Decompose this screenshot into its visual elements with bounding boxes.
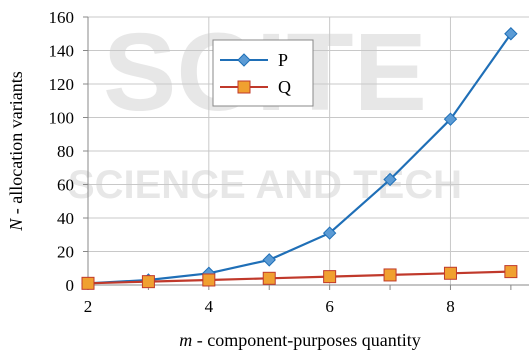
- data-point-p: [322, 226, 337, 240]
- legend: P Q: [212, 39, 314, 107]
- data-point-q: [141, 275, 155, 289]
- data-point-q: [443, 266, 457, 280]
- y-tick-label: 60: [57, 176, 74, 195]
- legend-marker-p: [237, 53, 251, 67]
- data-point-q: [202, 273, 216, 287]
- y-axis-variable: N: [6, 218, 26, 232]
- tick-labels: 0 20 40 60 80 100 120 140 160 2 4 6 8: [49, 8, 455, 316]
- data-point-p: [383, 172, 397, 187]
- series-line-p: [87, 33, 512, 285]
- legend-box: [212, 39, 314, 107]
- y-tick-label: 100: [49, 109, 75, 128]
- x-tick-label: 4: [205, 297, 214, 316]
- y-tick-label: 140: [49, 42, 75, 61]
- y-tick-label: 80: [57, 142, 74, 161]
- y-tick-label: 160: [49, 8, 75, 27]
- data-point-q: [81, 276, 95, 290]
- data-point-q: [504, 265, 518, 279]
- x-axis-label: m - component-purposes quantity: [179, 330, 420, 350]
- x-tick-label: 2: [84, 297, 93, 316]
- legend-marker-q: [237, 80, 251, 94]
- data-point-q: [383, 268, 397, 282]
- x-axis-variable: m: [179, 330, 192, 350]
- y-axis-label-text: - allocation variants: [6, 71, 26, 218]
- data-point-q: [323, 270, 337, 284]
- y-axis-label: N - allocation variants: [6, 71, 26, 231]
- x-axis-label-text: - component-purposes quantity: [192, 330, 420, 350]
- data-point-q: [262, 271, 276, 285]
- x-tick-label: 8: [446, 297, 455, 316]
- y-tick-label: 40: [57, 209, 74, 228]
- data-point-p: [262, 253, 276, 267]
- legend-label-p: P: [278, 50, 288, 70]
- y-tick-label: 120: [49, 75, 75, 94]
- y-tick-label: 0: [66, 276, 75, 295]
- series: [81, 27, 518, 291]
- legend-label-q: Q: [278, 77, 291, 97]
- data-point-p: [504, 27, 518, 41]
- series-line-q: [87, 270, 511, 285]
- x-tick-label: 6: [325, 297, 334, 316]
- y-tick-label: 20: [57, 243, 74, 262]
- data-point-p: [443, 112, 458, 126]
